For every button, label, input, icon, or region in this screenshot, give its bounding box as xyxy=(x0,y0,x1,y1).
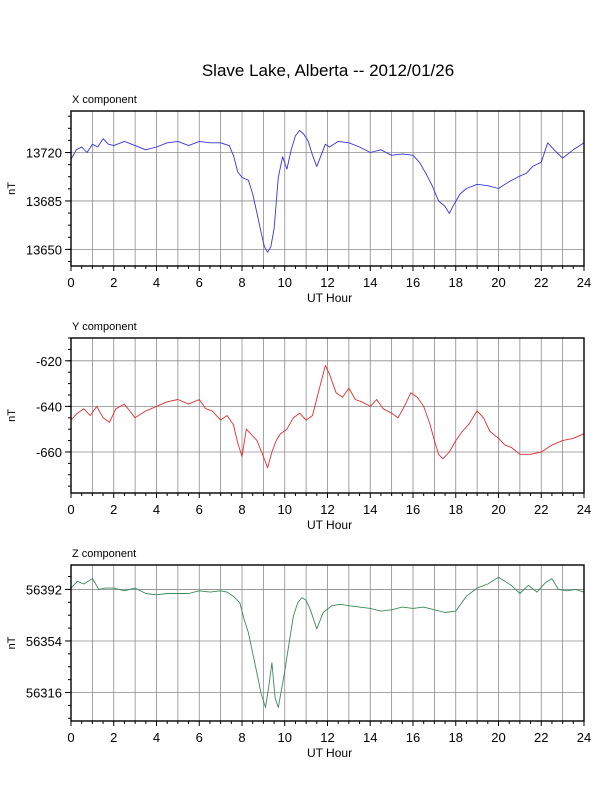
x-tick-label: 6 xyxy=(196,502,203,517)
x-tick-label: 22 xyxy=(534,502,548,517)
x-tick-label: 22 xyxy=(534,730,548,745)
panel-label: Y component xyxy=(72,321,137,333)
x-tick-label: 2 xyxy=(110,502,117,517)
series-line xyxy=(70,129,585,253)
x-tick-label: 20 xyxy=(491,275,505,290)
y-tick-label: -660 xyxy=(36,445,62,460)
x-tick-label: 18 xyxy=(449,275,463,290)
y-axis-label: nT xyxy=(6,409,18,422)
x-tick-label: 10 xyxy=(278,730,292,745)
y-tick-label: 13650 xyxy=(26,242,62,257)
x-tick-label: 24 xyxy=(577,730,591,745)
x-axis-label: UT Hour xyxy=(307,518,352,532)
x-tick-label: 0 xyxy=(67,502,74,517)
x-tick-label: 0 xyxy=(67,730,74,745)
x-tick-label: 12 xyxy=(320,730,334,745)
x-tick-label: 4 xyxy=(153,275,160,290)
panel-label: Z component xyxy=(72,548,136,560)
x-tick-label: 24 xyxy=(577,502,591,517)
x-tick-label: 10 xyxy=(278,502,292,517)
x-tick-label: 18 xyxy=(449,730,463,745)
y-tick-label: -620 xyxy=(36,354,62,369)
x-tick-label: 2 xyxy=(110,275,117,290)
series-line xyxy=(70,576,585,708)
x-tick-label: 8 xyxy=(238,502,245,517)
page-title: Slave Lake, Alberta -- 2012/01/26 xyxy=(202,61,454,80)
x-tick-label: 6 xyxy=(196,730,203,745)
x-tick-label: 10 xyxy=(278,275,292,290)
x-tick-label: 16 xyxy=(406,502,420,517)
x-tick-label: 20 xyxy=(491,502,505,517)
x-tick-label: 18 xyxy=(449,502,463,517)
x-axis-label: UT Hour xyxy=(307,746,352,760)
x-tick-label: 14 xyxy=(363,275,377,290)
series-line xyxy=(70,364,585,469)
y-axis-label: nT xyxy=(6,636,18,649)
x-tick-label: 14 xyxy=(363,730,377,745)
x-tick-label: 8 xyxy=(238,275,245,290)
panel-label: X component xyxy=(72,94,137,106)
y-tick-label: 13685 xyxy=(26,194,62,209)
x-tick-label: 4 xyxy=(153,730,160,745)
x-tick-label: 2 xyxy=(110,730,117,745)
y-tick-label: 56316 xyxy=(26,686,62,701)
y-tick-label: -640 xyxy=(36,399,62,414)
y-tick-label: 13720 xyxy=(26,146,62,161)
x-tick-label: 8 xyxy=(238,730,245,745)
x-tick-label: 20 xyxy=(491,730,505,745)
x-tick-label: 12 xyxy=(320,502,334,517)
x-axis-label: UT Hour xyxy=(307,291,352,305)
x-tick-label: 12 xyxy=(320,275,334,290)
y-tick-label: 56392 xyxy=(26,582,62,597)
x-tick-label: 6 xyxy=(196,275,203,290)
y-tick-label: 56354 xyxy=(26,634,62,649)
y-axis-label: nT xyxy=(6,182,18,195)
x-tick-label: 14 xyxy=(363,502,377,517)
x-tick-label: 0 xyxy=(67,275,74,290)
x-tick-label: 16 xyxy=(406,275,420,290)
x-tick-label: 22 xyxy=(534,275,548,290)
x-tick-label: 24 xyxy=(577,275,591,290)
x-tick-label: 16 xyxy=(406,730,420,745)
x-tick-label: 4 xyxy=(153,502,160,517)
